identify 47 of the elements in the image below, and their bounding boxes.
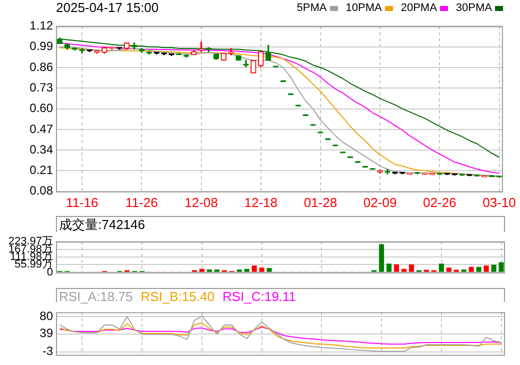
y-tick-label: 0.73 xyxy=(30,80,54,94)
legend-label: 5PMA xyxy=(296,2,327,14)
bar xyxy=(386,264,392,272)
bar xyxy=(252,266,257,272)
y-tick-label: -3 xyxy=(42,344,54,358)
bar xyxy=(491,264,496,272)
x-tick-label: 11-16 xyxy=(66,194,98,210)
y-tick-label: 0.47 xyxy=(30,122,54,136)
bar xyxy=(244,268,250,272)
bar xyxy=(266,268,272,272)
y-tick-label: 0 xyxy=(46,266,53,278)
chart-title: 成交量:742146 xyxy=(59,217,145,233)
y-tick-label: 0.86 xyxy=(30,60,54,74)
y-tick-label: 0.99 xyxy=(30,39,54,54)
bar xyxy=(476,266,482,272)
y-tick-label: 0.21 xyxy=(30,163,54,178)
x-tick-label: 01-28 xyxy=(304,194,338,210)
x-tick-label: 03-10 xyxy=(482,194,516,210)
x-tick-label: 11-26 xyxy=(126,194,158,210)
bar xyxy=(468,266,474,272)
y-tick-label: 0.60 xyxy=(30,101,54,116)
bar xyxy=(379,244,384,272)
x-tick-label: 02-09 xyxy=(363,194,397,210)
y-tick-label: 0.08 xyxy=(30,184,54,198)
bar xyxy=(446,268,452,272)
y-tick-label: 1.12 xyxy=(30,18,54,33)
legend-label: 20PMA xyxy=(400,2,437,14)
bar xyxy=(259,268,264,272)
y-tick-label: 39 xyxy=(40,326,54,340)
x-tick-label: 02-26 xyxy=(423,194,456,210)
x-tick-label: 12-08 xyxy=(184,194,218,210)
bar xyxy=(199,268,204,272)
bar xyxy=(408,264,414,272)
bar xyxy=(394,264,400,272)
series-label: RSI_B:15.40 xyxy=(140,289,214,304)
bar xyxy=(438,264,444,272)
legend-label: 30PMA xyxy=(456,2,492,14)
chart-title: 2025-04-17 15:00 xyxy=(56,0,159,16)
y-tick-label: 80 xyxy=(40,308,54,323)
bar xyxy=(484,266,489,272)
x-tick-label: 12-18 xyxy=(244,194,278,210)
y-tick-label: 0.34 xyxy=(30,142,54,156)
bar xyxy=(401,268,406,272)
legend-label: 10PMA xyxy=(346,2,382,14)
bar xyxy=(498,262,504,272)
legend-label: RSI_A:18.75 xyxy=(59,289,133,304)
series-label: RSI_C:19.11 xyxy=(222,289,296,304)
